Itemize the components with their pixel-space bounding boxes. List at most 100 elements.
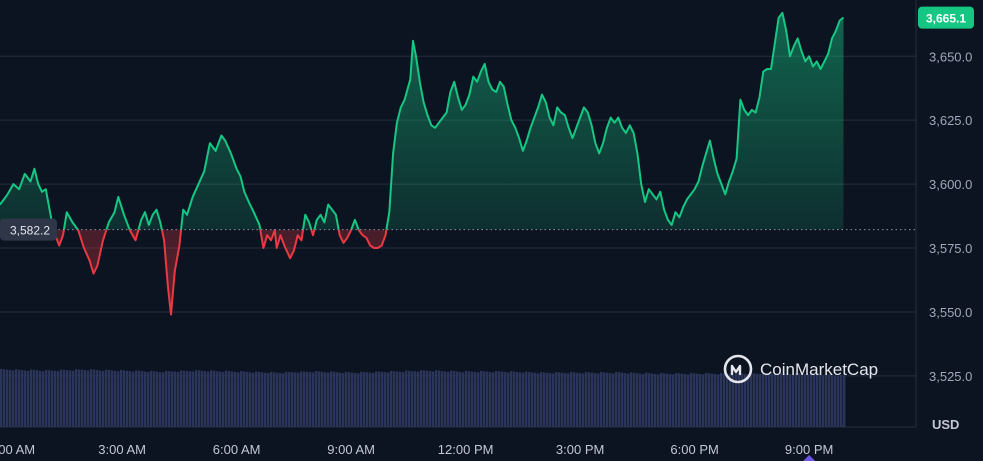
volume-bar (609, 373, 612, 427)
volume-bar (330, 371, 333, 427)
volume-bar (81, 369, 84, 427)
volume-bar (375, 371, 378, 427)
volume-bar (105, 369, 108, 427)
volume-bar (807, 374, 810, 427)
baseline-price-label: 3,582.2 (10, 224, 50, 238)
volume-bar (672, 374, 675, 427)
volume-bar (267, 373, 270, 427)
volume-bar (138, 370, 141, 427)
volume-bar (480, 371, 483, 427)
volume-bar (153, 371, 156, 427)
volume-bar (435, 370, 438, 427)
volume-bar (561, 372, 564, 427)
volume-bar (783, 373, 786, 427)
volume-bar (726, 373, 729, 427)
y-tick-label: 3,525.0 (929, 369, 972, 384)
volume-bar (750, 373, 753, 427)
volume-bar (309, 372, 312, 427)
volume-bar (390, 370, 393, 427)
volume-bar (600, 372, 603, 427)
volume-bar (795, 373, 798, 427)
x-tick-label: 6:00 PM (670, 442, 718, 457)
volume-bar (837, 376, 840, 427)
volume-bar (201, 370, 204, 427)
volume-bar (690, 373, 693, 427)
volume-bar (258, 371, 261, 427)
volume-bar (741, 373, 744, 427)
volume-bar (399, 371, 402, 427)
volume-bar (90, 369, 93, 427)
volume-bar (696, 373, 699, 427)
volume-bar (255, 371, 258, 427)
volume-bar (150, 370, 153, 427)
volume-bar (507, 372, 510, 427)
y-tick-label: 3,600.0 (929, 177, 972, 192)
volume-bar (747, 374, 750, 427)
volume-bar (780, 373, 783, 427)
volume-bar (732, 374, 735, 427)
volume-bar (381, 371, 384, 427)
volume-bar (237, 372, 240, 427)
volume-bar (159, 372, 162, 427)
volume-bar (36, 370, 39, 427)
volume-bar (585, 372, 588, 427)
volume-bar (270, 371, 273, 427)
volume-bar (219, 371, 222, 427)
volume-bar (12, 370, 15, 427)
volume-bar (213, 370, 216, 427)
volume-bar (654, 373, 657, 427)
volume-bar (756, 373, 759, 427)
volume-bar (678, 373, 681, 427)
volume-bar (702, 374, 705, 427)
volume-bar (621, 372, 624, 427)
volume-bar (729, 374, 732, 427)
volume-bar (246, 371, 249, 427)
volume-bar (252, 372, 255, 427)
volume-bar (411, 371, 414, 427)
volume-bar (495, 371, 498, 427)
volume-bar (249, 372, 252, 427)
volume-bar (558, 372, 561, 427)
volume-bar (432, 371, 435, 427)
price-line-up (0, 11, 845, 230)
volume-bar (111, 370, 114, 427)
volume-bar (393, 371, 396, 427)
volume-bar (336, 372, 339, 427)
volume-bar (768, 373, 771, 427)
volume-bar (204, 371, 207, 427)
coinmarketcap-watermark: CoinMarketCap (723, 354, 878, 384)
volume-bar (51, 370, 54, 427)
volume-bar (831, 374, 834, 427)
x-axis: 12:00 AM 3:00 AM 6:00 AM 9:00 AM 12:00 PM 3:0… (0, 442, 833, 461)
volume-bar (624, 373, 627, 427)
volume-bar (612, 373, 615, 427)
volume-bar (738, 373, 741, 427)
volume-bar (804, 374, 807, 427)
volume-bar (519, 372, 522, 427)
price-line (0, 11, 845, 316)
volume-bar (294, 372, 297, 427)
volume-bar (42, 371, 45, 427)
volume-bar (0, 369, 3, 427)
volume-bar (822, 375, 825, 427)
volume-bar (189, 371, 192, 427)
volume-bar (669, 374, 672, 427)
volume-bar (450, 370, 453, 427)
volume-bar (516, 372, 519, 427)
volume-bar (534, 372, 537, 427)
volume-bar (771, 373, 774, 427)
volume-bar (24, 370, 27, 427)
x-tick-label: 3:00 PM (556, 442, 604, 457)
volume-bar (555, 372, 558, 427)
volume-bar (549, 373, 552, 427)
volume-bar (378, 371, 381, 427)
volume-bar (273, 372, 276, 427)
volume-bar (786, 373, 789, 427)
volume-bar (414, 371, 417, 427)
volume-bar (312, 372, 315, 427)
x-tick-label: 9:00 PM (785, 442, 833, 457)
volume-bar (123, 370, 126, 427)
volume-bar (297, 372, 300, 427)
volume-bar (579, 373, 582, 427)
volume-bar (441, 371, 444, 427)
